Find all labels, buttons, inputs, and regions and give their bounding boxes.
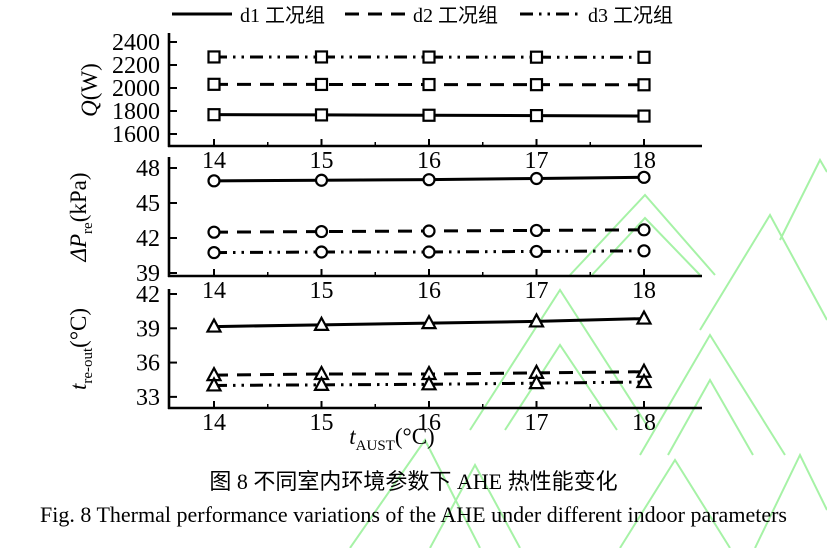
marker-circle: [314, 224, 329, 239]
y-tick-label: 39: [136, 261, 160, 287]
marker-circle: [637, 170, 651, 184]
marker-triangle: [635, 372, 653, 389]
marker-square: [422, 50, 436, 64]
x-tick-label: 18: [632, 148, 656, 174]
marker-triangle: [205, 376, 223, 392]
marker-triangle: [528, 312, 545, 328]
marker-triangle: [420, 374, 438, 391]
marker-circle: [529, 171, 544, 186]
marker-square: [207, 50, 221, 64]
legend-label: d1 工况组: [240, 4, 325, 27]
y-tick-label: 39: [136, 316, 160, 342]
marker-square: [314, 77, 329, 92]
marker-square: [314, 50, 329, 64]
subplot-dp: 48 45 42 39 14 15 16 17 18 ΔPre(kPa): [66, 156, 702, 304]
y-axis-label-q: Q(W): [77, 63, 102, 117]
marker-circle: [529, 223, 544, 238]
y-tick-label: 1600: [112, 122, 160, 148]
marker-circle: [207, 245, 221, 260]
marker-square: [422, 108, 436, 122]
x-tick-label: 17: [525, 148, 549, 174]
marker-square: [314, 108, 329, 122]
caption-english: Fig. 8 Thermal performance variations of…: [40, 502, 787, 527]
watermark-stroke: [754, 452, 827, 548]
y-tick-label: 48: [136, 156, 160, 182]
x-tick-label: 18: [632, 278, 656, 304]
y-tick-label: 42: [136, 282, 160, 308]
chart-legend: d1 工况组 d2 工况组 d3 工况组: [172, 4, 673, 27]
watermark-stroke: [429, 462, 521, 548]
marker-triangle: [313, 315, 330, 331]
watermark-stroke: [619, 458, 731, 548]
watermark-chevron: [591, 216, 701, 276]
y-tick-label: 2400: [112, 30, 160, 56]
marker-square: [207, 108, 221, 122]
legend-item-d1: d1 工况组: [172, 4, 325, 27]
x-tick-label: 16: [417, 410, 441, 436]
marker-square: [637, 78, 651, 92]
watermark-chevron: [667, 377, 754, 456]
y-tick-label: 2200: [112, 53, 160, 79]
marker-circle: [422, 224, 436, 238]
marker-triangle: [420, 313, 438, 330]
marker-square: [529, 108, 544, 123]
marker-circle: [314, 173, 329, 187]
x-tick-label: 15: [310, 148, 334, 174]
marker-circle: [207, 174, 221, 188]
marker-square: [207, 77, 221, 91]
subplot-t: 42 39 36 33 14 15 16 17 18 tre-out(°C) tAUST(°C): [66, 282, 702, 454]
marker-circle: [637, 244, 651, 258]
x-tick-label: 16: [417, 278, 441, 304]
x-tick-label: 14: [202, 410, 226, 436]
marker-square: [422, 77, 436, 92]
watermark-chevron: [569, 193, 716, 276]
watermark-stroke: [699, 212, 827, 331]
marker-circle: [422, 173, 436, 187]
marker-circle: [422, 245, 436, 259]
marker-square: [637, 50, 651, 64]
y-axis-label-t: tre-out(°C): [66, 308, 96, 390]
marker-circle: [637, 223, 651, 237]
marker-circle: [314, 245, 329, 259]
x-axis-label: tAUST(°C): [349, 424, 434, 454]
marker-circle: [529, 244, 544, 259]
y-tick-label: 1800: [112, 99, 160, 125]
x-tick-label: 15: [310, 410, 334, 436]
x-tick-label: 14: [202, 278, 226, 304]
watermark-chevron: [639, 333, 786, 456]
y-tick-label: 33: [136, 385, 160, 411]
x-tick-label: 18: [632, 410, 656, 436]
y-axis-label-dp: ΔPre(kPa): [66, 172, 96, 262]
x-tick-label: 15: [310, 278, 334, 304]
marker-square: [529, 50, 544, 64]
caption-chinese: 图 8 不同室内环境参数下 AHE 热性能变化: [209, 469, 618, 494]
marker-circle: [207, 225, 221, 239]
watermark-stroke: [779, 157, 827, 241]
watermark-chevron: [504, 343, 618, 431]
x-tick-label: 16: [417, 148, 441, 174]
marker-triangle: [528, 373, 545, 390]
x-tick-label: 14: [202, 148, 226, 174]
marker-square: [637, 109, 651, 123]
y-tick-label: 2000: [112, 76, 160, 102]
y-tick-label: 45: [136, 191, 160, 217]
legend-label: d2 工况组: [413, 4, 498, 27]
marker-triangle: [313, 375, 330, 391]
legend-item-d3: d3 工况组: [520, 4, 673, 27]
legend-item-d2: d2 工况组: [345, 4, 498, 27]
marker-square: [529, 78, 544, 92]
watermark-stroke: [349, 438, 481, 548]
legend-label: d3 工况组: [588, 4, 673, 27]
marker-triangle: [635, 309, 653, 325]
marker-triangle: [205, 317, 223, 333]
x-tick-label: 17: [525, 410, 549, 436]
x-tick-label: 17: [525, 278, 549, 304]
y-tick-label: 36: [136, 351, 160, 377]
y-tick-label: 42: [136, 226, 160, 252]
